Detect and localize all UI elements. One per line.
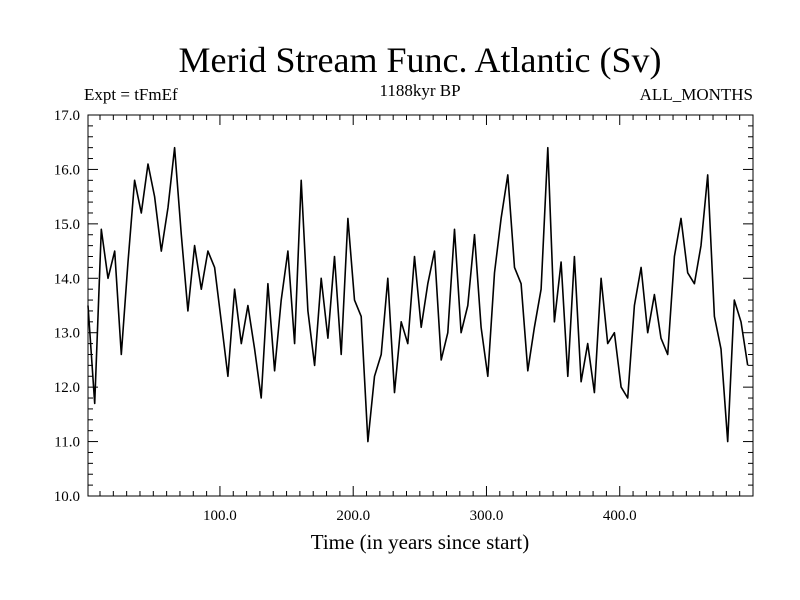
period-label: 1188kyr BP <box>379 81 460 100</box>
y-tick-label: 11.0 <box>54 435 80 451</box>
y-tick-label: 15.0 <box>54 217 80 233</box>
y-axis: 10.0 11.0 12.0 13.0 14.0 15.0 16.0 17.0 <box>54 108 753 505</box>
y-tick-label: 13.0 <box>54 326 80 342</box>
data-series-line <box>87 146 749 443</box>
x-tick-label: 300.0 <box>470 508 504 524</box>
x-tick-label: 100.0 <box>203 508 237 524</box>
x-tick-label: 200.0 <box>336 508 370 524</box>
y-tick-label: 17.0 <box>54 108 80 124</box>
x-axis: 100.0 200.0 300.0 400.0 <box>99 115 754 524</box>
x-tick-label: 400.0 <box>603 508 637 524</box>
experiment-label: Expt = tFmEf <box>84 85 178 104</box>
months-label: ALL_MONTHS <box>640 85 753 104</box>
chart-title: Merid Stream Func. Atlantic (Sv) <box>179 40 662 80</box>
x-axis-label: Time (in years since start) <box>311 530 530 554</box>
y-tick-label: 10.0 <box>54 489 80 505</box>
y-tick-label: 16.0 <box>54 162 80 178</box>
y-tick-label: 14.0 <box>54 271 80 287</box>
y-tick-label: 12.0 <box>54 380 80 396</box>
